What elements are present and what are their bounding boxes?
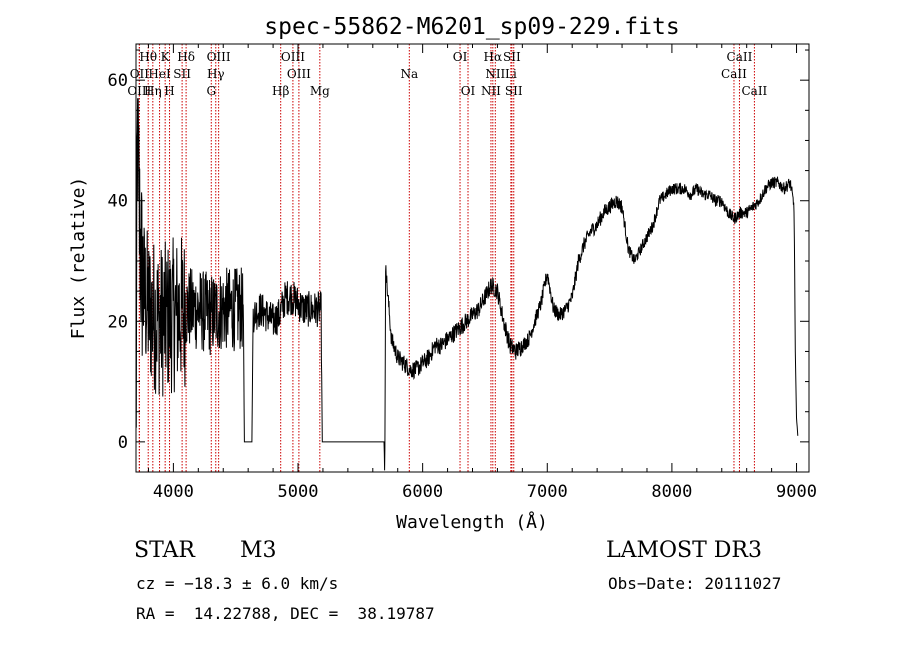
spectral-line-label: NII: [485, 67, 505, 81]
tick-labels: 4000 5000 6000 7000 8000 9000 0 20 40 60: [108, 71, 817, 502]
x-tick-label: 9000: [776, 482, 817, 502]
observation-date: Obs−Date: 20111027: [608, 574, 782, 593]
spectral-line-label: CaII: [727, 50, 753, 64]
spectral-line-label: H: [164, 84, 174, 98]
spectral-line-label: G: [206, 84, 216, 98]
spectral-line-label: Hβ: [272, 84, 289, 98]
spectral-line-label: OIII: [127, 84, 151, 98]
survey-name: LAMOST DR3: [606, 538, 762, 563]
spectral-line-label: OIII: [281, 50, 305, 64]
spectral-line-label: CaII: [721, 67, 747, 81]
x-tick-label: 8000: [651, 482, 692, 502]
redshift-cz: cz = −18.3 ± 6.0 km/s: [136, 574, 339, 593]
x-tick-label: 6000: [402, 482, 443, 502]
spectral-line-label: OII: [130, 67, 150, 81]
object-subclass: M3: [240, 538, 277, 563]
x-tick-label: 5000: [278, 482, 319, 502]
spectral-line-label: Hη: [144, 84, 162, 98]
spectral-line-label: SII: [173, 67, 191, 81]
spectral-line-label: Hθ: [139, 50, 157, 64]
y-tick-label: 0: [118, 433, 128, 453]
spectral-line-label: HeI: [148, 67, 171, 81]
spectral-line-label: K: [161, 50, 171, 64]
spectral-line-label: OIII: [287, 67, 311, 81]
x-tick-label: 7000: [527, 482, 568, 502]
spectral-line-label: OI: [453, 50, 468, 64]
y-axis-label: Flux (relative): [68, 177, 89, 340]
x-axis-label: Wavelength (Å): [396, 511, 548, 533]
spectral-line-label: Hδ: [177, 50, 195, 64]
axis-ticks: [136, 44, 809, 473]
spectral-line-label: OIII: [207, 50, 231, 64]
spectral-line-label: Hα: [484, 50, 503, 64]
y-tick-label: 60: [108, 71, 128, 91]
ra-dec: RA = 14.22788, DEC = 38.19787: [136, 604, 435, 623]
spectral-line-label: Na: [400, 67, 418, 81]
spectral-line-label: Hγ: [207, 67, 225, 81]
spectral-line-label: OI: [461, 84, 476, 98]
spectral-line-markers: [138, 44, 755, 472]
object-type: STAR: [134, 538, 195, 563]
y-tick-label: 40: [108, 192, 128, 212]
x-tick-label: 4000: [153, 482, 194, 502]
spectral-line-label: NII: [481, 84, 501, 98]
spectral-line-label: SII: [503, 50, 521, 64]
y-tick-label: 20: [108, 312, 128, 332]
plot-frame: [135, 43, 810, 473]
spectral-line-label: CaII: [741, 84, 767, 98]
spectral-line-label: SII: [505, 84, 523, 98]
spectral-line-label: Li: [505, 67, 517, 81]
spectral-line-label: Mg: [310, 84, 330, 98]
flux-series-line: [135, 98, 799, 471]
chart-title: spec-55862-M6201_sp09-229.fits: [264, 14, 679, 40]
